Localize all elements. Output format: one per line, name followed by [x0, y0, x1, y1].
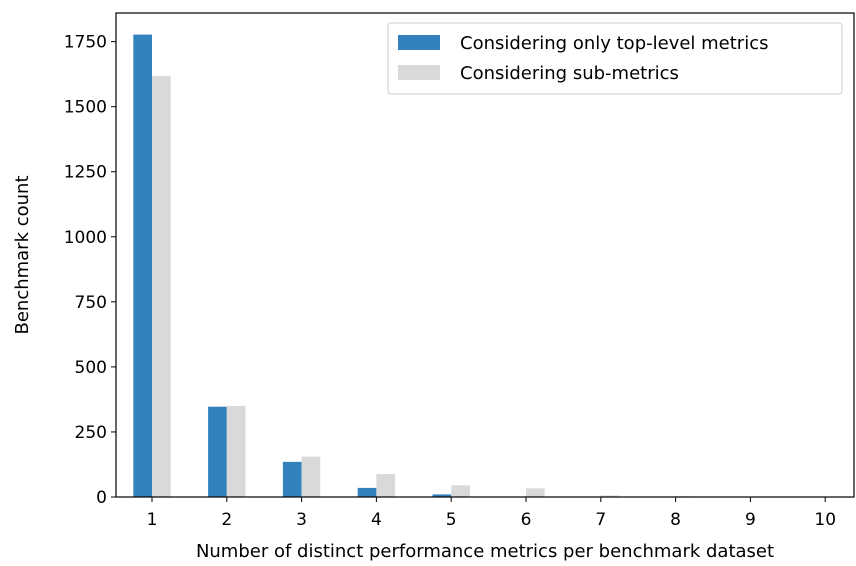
x-axis-title: Number of distinct performance metrics p… — [196, 541, 774, 562]
bar-series-1-cat-2 — [226, 405, 246, 497]
bars-layer — [133, 34, 844, 497]
y-tick-label: 1250 — [64, 163, 107, 183]
y-tick-label: 1000 — [64, 228, 107, 248]
x-tick-label: 7 — [595, 510, 606, 530]
bar-series-1-cat-4 — [376, 474, 396, 497]
legend-label-top-level: Considering only top-level metrics — [460, 33, 768, 54]
plot-frame — [115, 12, 855, 498]
bar-series-1-cat-5 — [451, 485, 470, 497]
y-tick-label: 750 — [75, 293, 107, 313]
legend-label-sub-metrics: Considering sub-metrics — [460, 63, 679, 84]
ticks-layer: 1 2 3 4 5 6 7 8 9 10 0 250 500 750 1000 1250 1500 1750 — [64, 33, 836, 530]
x-tick-label: 6 — [521, 510, 532, 530]
legend-swatch-sub-metrics — [398, 65, 440, 80]
x-tick-label: 9 — [745, 510, 756, 530]
x-tick-label: 4 — [371, 510, 382, 530]
bar-series-1-cat-3 — [301, 456, 321, 497]
bar-series-0-cat-1 — [133, 34, 152, 497]
bar-series-0-cat-2 — [208, 406, 227, 497]
x-tick-label: 5 — [446, 510, 457, 530]
y-tick-label: 0 — [96, 488, 107, 508]
axes-layer — [115, 12, 855, 498]
y-tick-label: 1500 — [64, 98, 107, 118]
bar-series-1-cat-7 — [600, 495, 620, 497]
bar-series-0-cat-4 — [357, 487, 377, 497]
x-tick-label: 2 — [221, 510, 232, 530]
x-tick-label: 10 — [814, 510, 836, 530]
x-tick-label: 1 — [147, 510, 158, 530]
y-tick-label: 250 — [75, 423, 107, 443]
legend: Considering only top-level metrics Consi… — [387, 22, 843, 95]
bar-series-1-cat-1 — [152, 75, 171, 497]
legend-swatch-top-level — [398, 35, 440, 50]
y-tick-label: 500 — [75, 358, 107, 378]
y-tick-label: 1750 — [64, 33, 107, 53]
x-tick-label: 3 — [296, 510, 307, 530]
bar-series-0-cat-5 — [432, 494, 452, 497]
x-tick-label: 8 — [670, 510, 681, 530]
bar-series-0-cat-3 — [282, 461, 302, 497]
y-axis-title: Benchmark count — [12, 175, 33, 334]
legend-box — [387, 22, 843, 95]
bar-series-1-cat-6 — [526, 488, 545, 497]
